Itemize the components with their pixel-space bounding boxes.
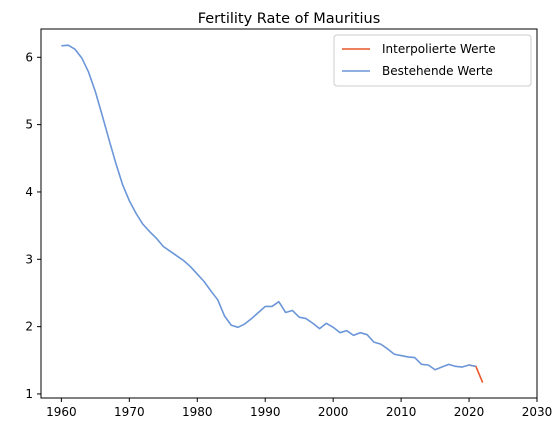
series-layer	[61, 44, 484, 383]
legend-box	[333, 34, 532, 87]
x-axis: 1960 1970 1980 1990 2000 2010 2020 2030	[46, 398, 552, 419]
y-tick-label: 2	[25, 320, 33, 334]
x-tick-label: 2030	[522, 405, 552, 419]
y-tick-label: 3	[25, 252, 33, 266]
x-tick-label: 1990	[250, 405, 281, 419]
legend-label: Interpolierte Werte	[382, 42, 496, 56]
x-tick-label: 1980	[182, 405, 213, 419]
series-line-0	[468, 364, 484, 383]
x-tick-label: 2010	[386, 405, 417, 419]
y-tick-label: 4	[25, 185, 33, 199]
y-tick-label: 5	[25, 118, 33, 132]
series-line-1	[61, 44, 477, 371]
x-tick-label: 1970	[114, 405, 145, 419]
legend-label: Bestehende Werte	[382, 64, 493, 78]
x-tick-label: 1960	[46, 405, 77, 419]
plot-frame	[40, 28, 538, 399]
y-axis: 1 2 3 4 5 6	[25, 50, 41, 401]
x-tick-label: 2020	[454, 405, 485, 419]
chart-title: Fertility Rate of Mauritius	[198, 11, 381, 27]
y-tick-label: 6	[25, 50, 33, 64]
y-tick-label: 1	[25, 387, 33, 401]
x-tick-label: 2000	[318, 405, 349, 419]
legend: Interpolierte Werte Bestehende Werte	[333, 34, 532, 87]
